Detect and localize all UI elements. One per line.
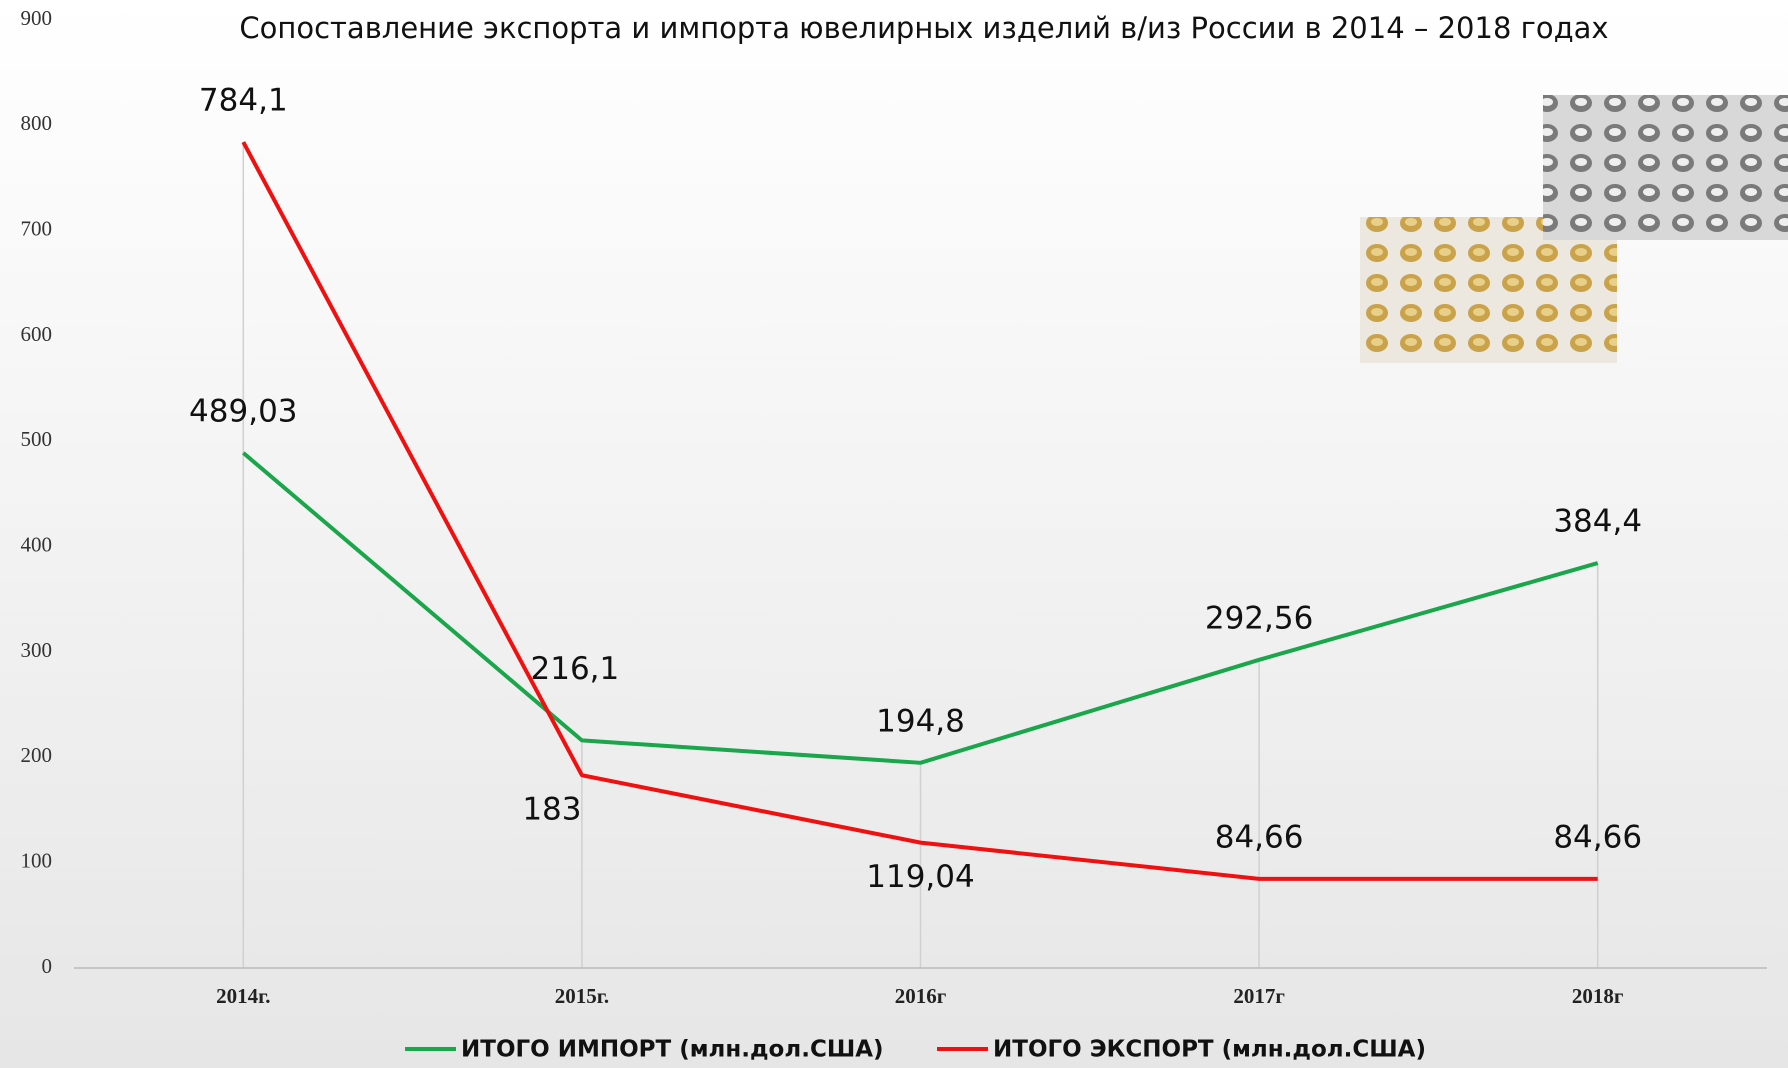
series-line xyxy=(241,141,1598,881)
data-label: 194,8 xyxy=(876,703,965,739)
data-label: 292,56 xyxy=(1205,600,1313,636)
data-label: 119,04 xyxy=(866,859,974,895)
photo-gold-rings xyxy=(1360,217,1617,363)
x-tick-label: 2016г xyxy=(895,984,947,1008)
x-tick-label: 2018г xyxy=(1572,984,1624,1008)
y-tick-label: 600 xyxy=(21,322,53,346)
y-tick-label: 900 xyxy=(21,6,53,30)
data-label: 183 xyxy=(522,792,581,828)
series-line xyxy=(242,451,1599,765)
y-tick-label: 500 xyxy=(21,427,53,451)
data-label: 784,1 xyxy=(199,83,288,119)
y-tick-label: 0 xyxy=(42,954,53,978)
legend-label: ИТОГО ЭКСПОРТ (млн.дол.США) xyxy=(993,1037,1426,1063)
x-tick-label: 2015г. xyxy=(555,984,609,1008)
y-tick-label: 700 xyxy=(21,216,53,240)
data-label: 384,4 xyxy=(1553,504,1642,540)
data-label: 84,66 xyxy=(1553,819,1642,855)
data-label: 489,03 xyxy=(189,393,297,429)
y-tick-label: 200 xyxy=(21,743,53,767)
x-tick-label: 2014г. xyxy=(216,984,270,1008)
legend-label: ИТОГО ИМПОРТ (млн.дол.США) xyxy=(461,1037,884,1063)
y-tick-label: 300 xyxy=(21,638,53,662)
x-tick-label: 2017г xyxy=(1233,984,1285,1008)
data-label: 84,66 xyxy=(1215,819,1304,855)
y-tick-label: 800 xyxy=(21,111,53,135)
photo-silver-rings xyxy=(1543,95,1788,240)
data-label: 216,1 xyxy=(531,651,620,687)
y-tick-label: 100 xyxy=(21,848,53,872)
y-tick-label: 400 xyxy=(21,532,53,556)
chart-title: Сопоставление экспорта и импорта ювелирн… xyxy=(239,11,1608,45)
